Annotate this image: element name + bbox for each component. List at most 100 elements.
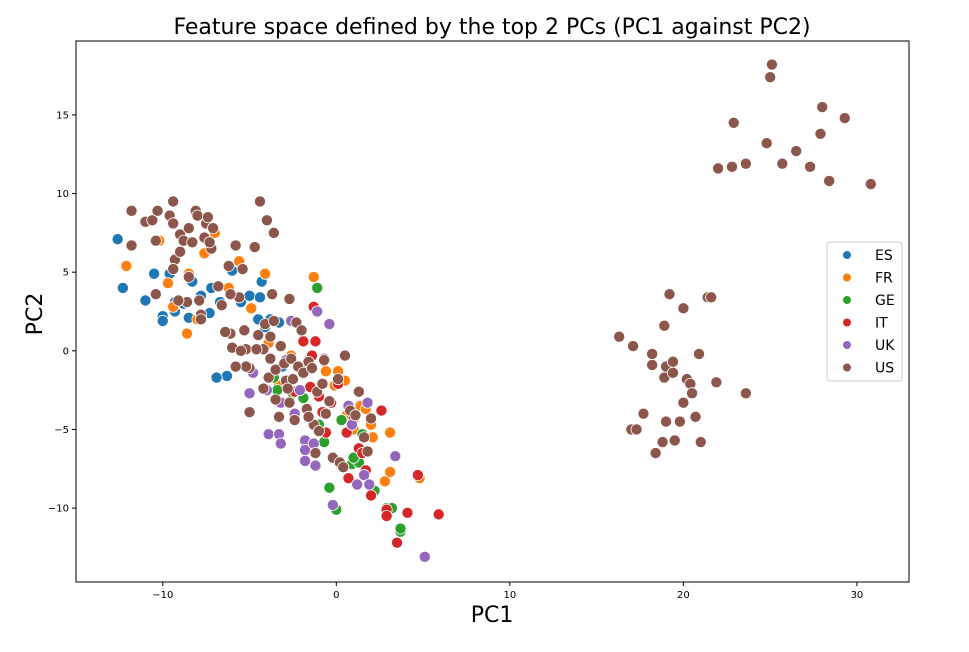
legend-marker	[843, 363, 851, 372]
data-point	[210, 371, 223, 384]
data-point	[335, 414, 348, 427]
data-point	[238, 324, 251, 337]
data-point	[349, 409, 362, 422]
data-point	[358, 431, 371, 444]
data-point	[380, 509, 393, 522]
data-point	[295, 324, 308, 337]
data-point	[710, 376, 723, 389]
data-point	[658, 319, 671, 332]
y-tick-label: 10	[56, 189, 69, 200]
data-point	[260, 214, 273, 227]
data-point	[326, 498, 339, 511]
x-axis: −10 0 10 20 30	[152, 582, 863, 601]
data-point	[318, 354, 331, 367]
data-point	[365, 489, 378, 502]
data-point	[656, 436, 669, 449]
data-point	[264, 330, 277, 343]
data-point	[274, 340, 287, 353]
data-point	[627, 340, 640, 353]
data-point	[342, 472, 355, 485]
data-point	[693, 347, 706, 360]
legend-marker	[843, 296, 851, 304]
data-point	[646, 358, 659, 371]
data-point	[352, 385, 365, 398]
data-point	[725, 160, 738, 173]
x-tick-label: −10	[152, 590, 173, 601]
data-point	[248, 241, 261, 254]
data-point	[193, 294, 206, 307]
data-point	[269, 393, 282, 406]
data-point	[637, 407, 650, 420]
data-point	[323, 481, 336, 494]
data-point	[167, 217, 180, 230]
y-tick-label: 0	[63, 346, 69, 357]
data-point	[384, 426, 397, 439]
data-point	[677, 396, 690, 409]
legend-marker	[843, 251, 851, 259]
data-point	[358, 469, 371, 482]
data-point	[673, 415, 686, 428]
data-point	[363, 478, 376, 491]
data-point	[666, 366, 679, 379]
data-point	[257, 382, 270, 395]
data-point	[172, 294, 185, 307]
data-point	[149, 234, 162, 247]
data-point	[694, 436, 707, 449]
y-tick-label: 5	[63, 268, 69, 279]
legend-label: ES	[875, 248, 893, 264]
data-point	[378, 475, 391, 488]
data-point	[293, 384, 306, 397]
data-point	[391, 536, 404, 549]
x-tick-label: 20	[677, 590, 690, 601]
data-point	[161, 277, 174, 290]
data-point	[182, 270, 195, 283]
data-point	[311, 281, 324, 294]
y-axis-title: PC2	[23, 293, 48, 336]
data-point	[814, 127, 827, 140]
data-point	[649, 447, 662, 460]
data-point	[309, 335, 322, 348]
series-us	[125, 58, 877, 474]
x-tick-label: 0	[333, 590, 339, 601]
data-point	[149, 288, 162, 301]
data-point	[243, 406, 256, 419]
data-point	[264, 352, 277, 365]
data-point	[267, 314, 280, 327]
data-point	[764, 71, 777, 84]
data-point	[689, 410, 702, 423]
data-point	[705, 291, 718, 304]
data-point	[411, 469, 424, 482]
data-point	[384, 465, 397, 478]
data-point	[319, 365, 332, 378]
data-point	[319, 407, 332, 420]
data-point	[418, 550, 431, 563]
x-axis-title: PC1	[471, 603, 514, 628]
y-tick-label: −5	[54, 425, 69, 436]
data-point	[151, 204, 164, 217]
data-point	[361, 445, 374, 458]
data-point	[167, 195, 180, 208]
data-point	[312, 425, 325, 438]
data-point	[236, 263, 249, 276]
data-point	[309, 447, 322, 460]
data-point	[299, 454, 312, 467]
data-point	[191, 209, 204, 222]
data-point	[394, 522, 407, 535]
data-point	[148, 267, 161, 280]
data-point	[864, 178, 877, 191]
data-point	[838, 112, 851, 125]
data-point	[111, 233, 124, 246]
data-point	[194, 313, 207, 326]
data-point	[361, 396, 374, 409]
data-point	[666, 355, 679, 368]
data-point	[323, 395, 336, 408]
data-point	[243, 289, 256, 302]
data-point	[760, 137, 773, 150]
data-point	[252, 329, 265, 342]
data-points	[111, 58, 877, 563]
data-point	[311, 305, 324, 318]
data-point	[207, 222, 220, 235]
data-point	[375, 404, 388, 417]
data-point	[307, 270, 320, 283]
